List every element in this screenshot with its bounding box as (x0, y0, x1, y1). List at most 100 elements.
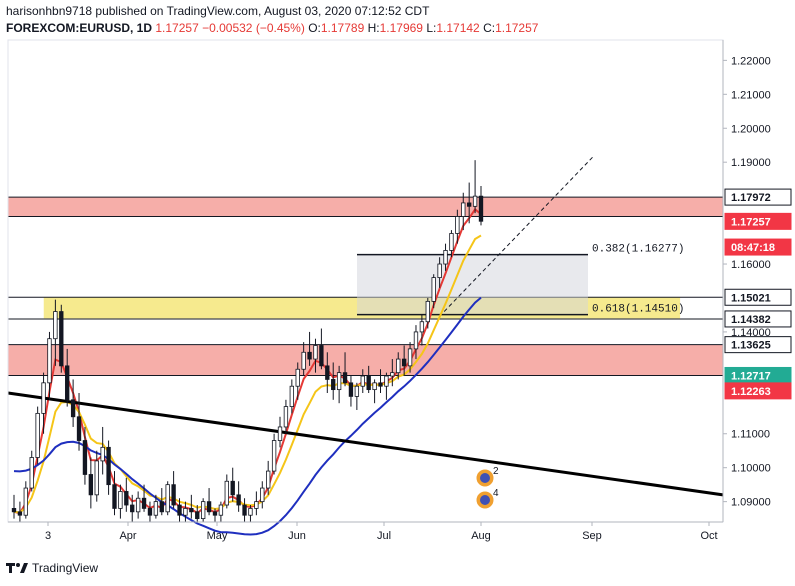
footer-brand: TradingView (32, 561, 99, 575)
y-tick-label: 1.19000 (731, 157, 771, 169)
candle-body (47, 338, 52, 384)
candle-body (88, 474, 94, 496)
low-value: 1.17142 (436, 21, 480, 35)
price-label-box (724, 288, 792, 306)
price-label-text: 1.17257 (731, 216, 771, 228)
candle-body (390, 372, 395, 377)
candle-body (189, 508, 194, 513)
candle-body (248, 508, 253, 516)
candle-body (372, 382, 377, 391)
candle-body (283, 406, 289, 428)
candle-body (472, 195, 478, 207)
fib-level-label: 0.382(1.16277) (592, 244, 684, 256)
candle-body (431, 277, 436, 302)
candle-body (419, 321, 425, 333)
candle-body (254, 501, 259, 509)
candle-body (366, 375, 371, 391)
candle-body (106, 446, 111, 486)
projection-line (443, 155, 595, 312)
candle-body (224, 480, 229, 506)
candle-body (124, 491, 129, 506)
price-label-text: 1.13625 (731, 340, 771, 352)
candle-body (325, 365, 330, 380)
x-tick-label: Sep (582, 530, 602, 542)
candle-body (242, 504, 247, 516)
yellow-ema (13, 234, 482, 514)
candles-layer (11, 160, 484, 522)
price-label-text: 1.17972 (731, 192, 771, 204)
candle-body (23, 487, 28, 516)
candle-body (289, 385, 295, 407)
lower-support-zone (8, 344, 723, 376)
red-ema (13, 207, 482, 515)
x-tick-label: Jul (377, 530, 391, 542)
candle-body (266, 470, 271, 489)
candle-body (437, 263, 442, 279)
price-label-box (724, 188, 792, 206)
candle-body (53, 311, 58, 340)
candle-body (478, 195, 484, 222)
price-label-box (724, 310, 792, 328)
last-price: 1.17257 (155, 21, 199, 35)
y-tick-label: 1.16000 (731, 259, 771, 271)
y-tick-label: 1.22000 (731, 55, 771, 67)
event-badge-count: 2 (493, 466, 499, 477)
candle-body (100, 446, 105, 462)
x-tick-label: Aug (471, 530, 491, 542)
candle-body (295, 368, 300, 387)
candle-body (271, 440, 277, 472)
candle-body (41, 382, 46, 414)
candle-body (195, 511, 200, 520)
publish-info: harisonhbn9718 published on TradingView.… (6, 4, 430, 18)
price-label-text: 1.12717 (731, 370, 771, 382)
price-change: −0.00532 (−0.45%) (202, 21, 305, 35)
candle-body (82, 440, 88, 475)
candle-body (171, 484, 176, 506)
candle-body (455, 216, 460, 234)
candle-body (378, 382, 383, 387)
candle-body (413, 331, 419, 350)
candle-body (183, 508, 188, 516)
tradingview-logo-icon (6, 563, 28, 573)
fib-layer: 0.382(1.16277) 0.618(1.14510) (357, 244, 684, 316)
candle-body (384, 375, 389, 387)
candle-body (467, 202, 472, 207)
candle-body (76, 416, 82, 441)
price-label-text: 08:47:18 (731, 242, 775, 254)
axis-layer: 1.22000 1.21000 1.20000 1.19000 1.16000 1.140… (7, 39, 792, 542)
open-label: O: (308, 21, 321, 35)
candle-body (206, 501, 212, 513)
candle-body (147, 508, 153, 516)
candle-body (218, 504, 224, 516)
candle-body (260, 487, 265, 503)
y-tick-label: 1.09000 (731, 497, 771, 509)
candle-body (407, 348, 413, 367)
close-value: 1.17257 (495, 21, 539, 35)
candle-body (230, 480, 235, 496)
price-label-text: 1.14382 (731, 314, 771, 326)
candle-body (307, 351, 312, 360)
high-label: H: (367, 21, 380, 35)
candle-body (354, 385, 360, 397)
candle-body (461, 202, 466, 217)
candle-body (29, 457, 34, 489)
upper-resistance-zone (8, 197, 723, 217)
candle-body (159, 501, 164, 513)
price-label-box (724, 238, 792, 256)
y-tick-label: 1.20000 (731, 123, 771, 135)
candle-body (348, 382, 354, 397)
candle-body (236, 494, 241, 506)
x-tick-label: 3 (45, 530, 51, 542)
price-label-box (724, 382, 792, 400)
candle-body (153, 501, 159, 516)
low-label: L: (426, 21, 437, 35)
candle-body (200, 501, 206, 520)
candle-body (17, 511, 23, 516)
badges-layer: 24 (475, 466, 499, 510)
blue-ema (13, 296, 482, 536)
event-badge-count: 4 (493, 488, 499, 499)
candle-body (401, 358, 407, 367)
footer: TradingView (6, 561, 98, 575)
candle-body (425, 300, 430, 323)
